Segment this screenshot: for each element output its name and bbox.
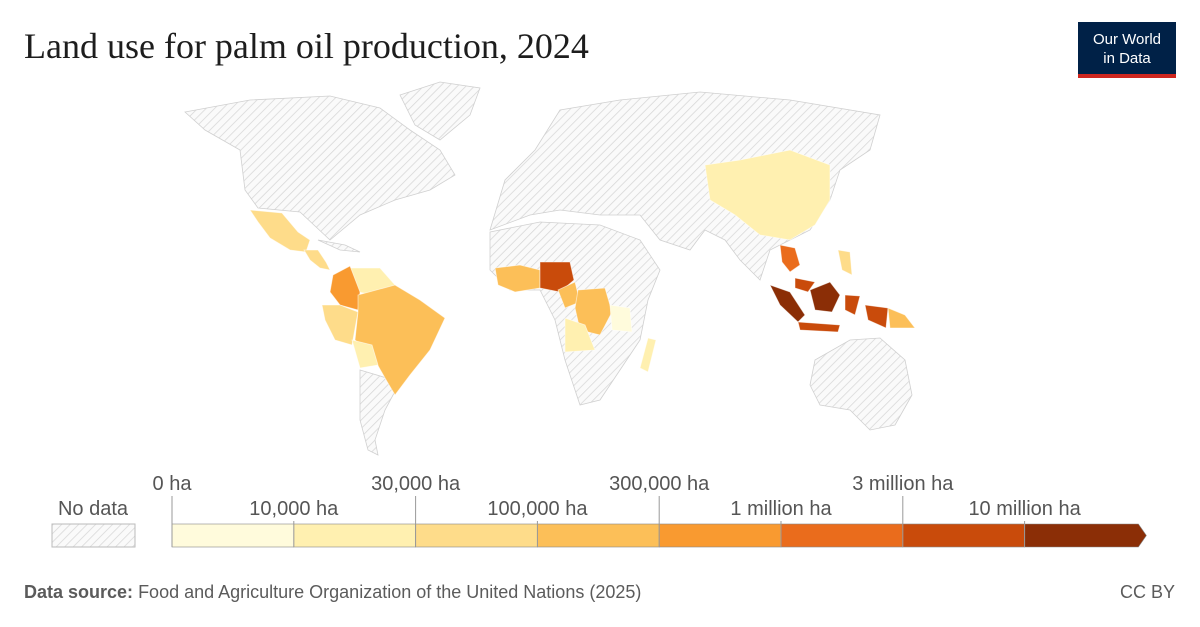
land <box>489 221 661 406</box>
land <box>317 239 361 253</box>
no-data-label: No data <box>58 498 129 520</box>
source-text: Food and Agriculture Organization of the… <box>138 582 641 602</box>
legend-tick-label: 300,000 ha <box>609 473 710 495</box>
country <box>494 264 541 293</box>
no-data-swatch <box>51 523 136 548</box>
legend-tick-label: 100,000 ha <box>487 498 588 520</box>
country <box>351 339 379 369</box>
source: Data source: Food and Agriculture Organi… <box>24 582 641 602</box>
country <box>887 307 916 329</box>
legend-tick-label: 10,000 ha <box>249 498 339 520</box>
legend-tick-label: 1 million ha <box>730 498 832 520</box>
country <box>564 317 596 353</box>
license: CC BY <box>1120 582 1175 602</box>
legend-swatch <box>537 523 660 548</box>
country <box>809 281 841 313</box>
legend-tick-label: 30,000 ha <box>371 473 461 495</box>
legend-swatch <box>171 523 295 548</box>
country <box>794 277 816 293</box>
logo: Our World in Data <box>1078 22 1176 78</box>
legend-tick-label: 10 million ha <box>968 498 1081 520</box>
logo-text: in Data <box>1103 50 1151 67</box>
country <box>864 304 889 329</box>
legend-swatch <box>780 523 904 548</box>
legend-swatch <box>293 523 416 548</box>
source-label: Data source: <box>24 582 133 602</box>
legend-swatch <box>1024 523 1147 548</box>
country <box>704 149 831 241</box>
country <box>837 249 853 276</box>
country <box>639 337 657 373</box>
country <box>249 209 311 253</box>
country <box>797 321 841 333</box>
land <box>399 81 481 141</box>
legend-swatch <box>902 523 1025 548</box>
legend: No data 0 ha 10,000 ha 30,000 ha 100,000 ha… <box>51 473 1147 548</box>
country <box>769 284 806 323</box>
land <box>184 95 456 241</box>
legend-tick-label: 0 ha <box>153 473 193 495</box>
country <box>609 304 633 333</box>
country <box>844 294 861 316</box>
map <box>184 81 916 456</box>
country <box>303 249 331 271</box>
country <box>779 244 801 273</box>
country <box>321 304 359 346</box>
country <box>574 287 613 336</box>
land <box>809 337 913 431</box>
legend-swatch <box>658 523 782 548</box>
legend-tick-label: 3 million ha <box>852 473 954 495</box>
logo-text: Our World <box>1093 31 1161 48</box>
country <box>354 284 446 396</box>
title: Land use for palm oil production, 2024 <box>24 26 589 66</box>
legend-swatch <box>415 523 538 548</box>
